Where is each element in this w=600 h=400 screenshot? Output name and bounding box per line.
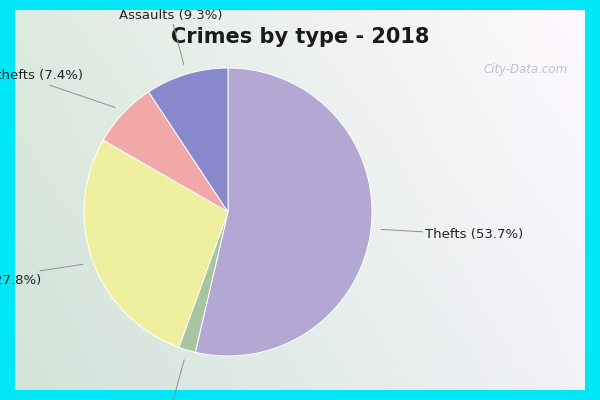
Text: Rapes (1.9%): Rapes (1.9%) (120, 360, 209, 400)
Wedge shape (149, 68, 228, 212)
Wedge shape (179, 212, 228, 352)
Wedge shape (103, 92, 228, 212)
Text: Auto thefts (7.4%): Auto thefts (7.4%) (0, 69, 115, 108)
Text: Thefts (53.7%): Thefts (53.7%) (381, 228, 524, 241)
Text: Crimes by type - 2018: Crimes by type - 2018 (171, 27, 429, 47)
Text: Assaults (9.3%): Assaults (9.3%) (119, 9, 223, 64)
Text: Burglaries (27.8%): Burglaries (27.8%) (0, 264, 83, 287)
Wedge shape (84, 140, 228, 347)
Text: City-Data.com: City-Data.com (484, 63, 568, 76)
Wedge shape (195, 68, 372, 356)
